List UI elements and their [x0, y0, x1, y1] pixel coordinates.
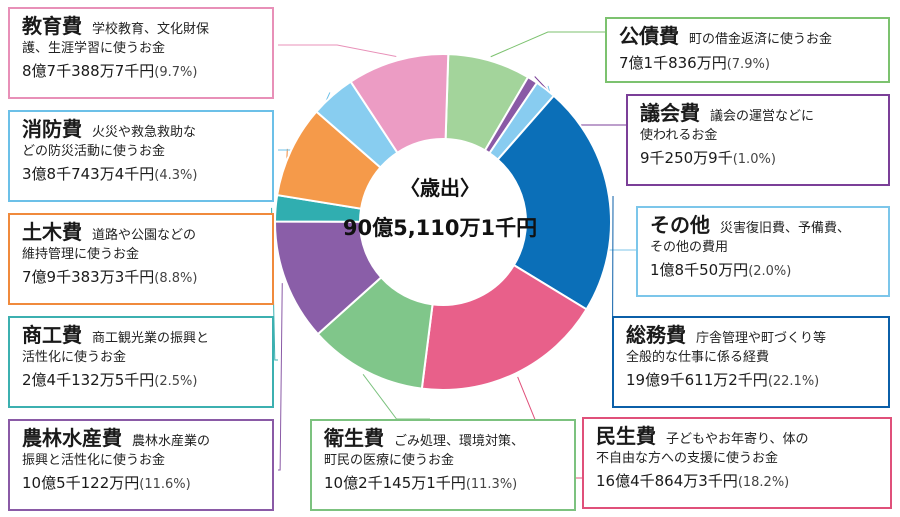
category-description: ごみ処理、環境対策、 — [394, 434, 525, 449]
category-description-cont: 振興と活性化に使うお金 — [22, 453, 166, 468]
category-description: 庁舎管理や町づくり等 — [696, 331, 827, 346]
label-box-7: 商工費 商工観光業の振興と活性化に使うお金 2億4千132万5千円(2.5%) — [8, 316, 274, 408]
category-percent: (18.2%) — [737, 474, 790, 490]
donut-slices — [273, 53, 612, 391]
category-name: 土木費 — [22, 220, 82, 244]
label-box-0: 公債費 町の借金返済に使うお金 7億1千836万円(7.9%) — [605, 17, 890, 83]
category-description-cont: 活性化に使うお金 — [22, 350, 127, 365]
category-amount: 3億8千743万4千円(4.3%) — [22, 164, 198, 183]
label-box-6: 農林水産費 農林水産業の振興と活性化に使うお金 10億5千122万円(11.6%) — [8, 419, 274, 511]
category-name: 総務費 — [626, 323, 686, 347]
category-description-cont: 使われるお金 — [640, 128, 718, 143]
leader-line-0 — [490, 31, 605, 58]
label-box-3: 総務費 庁舎管理や町づくり等全般的な仕事に係る経費 19億9千611万2千円(22.… — [612, 316, 890, 408]
slice-10 — [349, 53, 450, 155]
category-percent: (2.0%) — [748, 263, 792, 279]
category-description: 農林水産業の — [132, 434, 211, 449]
category-description-cont: 護、生涯学習に使うお金 — [22, 41, 166, 56]
category-description: 町の借金返済に使うお金 — [689, 32, 833, 47]
label-box-1: 議会費 議会の運営などに使われるお金 9千250万9千(1.0%) — [626, 94, 890, 186]
category-percent: (7.9%) — [726, 57, 770, 72]
category-name: 農林水産費 — [22, 426, 122, 450]
category-percent: (11.6%) — [139, 476, 191, 492]
label-box-8: 土木費 道路や公園などの維持管理に使うお金 7億9千383万3千円(8.8%) — [8, 213, 274, 305]
category-name: 商工費 — [22, 323, 82, 347]
category-description: 学校教育、文化財保 — [92, 22, 210, 37]
category-name: 消防費 — [22, 117, 82, 141]
category-percent: (8.8%) — [154, 270, 198, 286]
leader-line-6 — [278, 283, 283, 471]
category-amount: 8億7千388万7千円(9.7%) — [22, 61, 198, 80]
category-name: 議会費 — [640, 101, 700, 125]
label-box-4: 民生費 子どもやお年寄り、体の不自由な方への支援に使うお金 16億4千864万3千円… — [582, 417, 892, 509]
category-name: 衛生費 — [324, 426, 384, 450]
category-amount: 2億4千132万5千円(2.5%) — [22, 370, 198, 389]
slice-3 — [496, 94, 612, 311]
category-percent: (22.1%) — [767, 373, 820, 389]
category-amount: 7億9千383万3千円(8.8%) — [22, 267, 198, 286]
category-amount: 10億5千122万円(11.6%) — [22, 473, 191, 492]
category-description-cont: 維持管理に使うお金 — [22, 247, 140, 262]
category-description: 道路や公園などの — [92, 228, 197, 243]
category-name: 民生費 — [596, 424, 656, 448]
category-description-cont: どの防災活動に使うお金 — [22, 144, 166, 159]
label-box-10: 教育費 学校教育、文化財保護、生涯学習に使うお金 8億7千388万7千円(9.7%) — [8, 7, 274, 99]
label-box-5: 衛生費 ごみ処理、環境対策、町民の医療に使うお金 10億2千145万1千円(11.3… — [310, 419, 576, 511]
category-description-cont: その他の費用 — [650, 240, 729, 255]
category-amount: 1億8千50万円(2.0%) — [650, 260, 792, 279]
category-description: 子どもやお年寄り、体の — [666, 432, 809, 447]
leader-line-10 — [278, 44, 397, 57]
category-name: 教育費 — [22, 14, 82, 38]
category-amount: 7億1千836万円(7.9%) — [619, 54, 770, 72]
label-box-2: その他 災害復旧費、予備費、その他の費用 1億8千50万円(2.0%) — [636, 206, 890, 297]
category-percent: (4.3%) — [154, 167, 198, 183]
category-name: その他 — [650, 213, 710, 237]
category-percent: (11.3%) — [465, 476, 518, 492]
category-description-cont: 全般的な仕事に係る経費 — [626, 350, 770, 365]
category-percent: (1.0%) — [732, 151, 776, 167]
category-description: 災害復旧費、予備費、 — [720, 221, 851, 236]
category-percent: (9.7%) — [154, 64, 198, 80]
slice-4 — [420, 263, 588, 391]
category-description-cont: 不自由な方への支援に使うお金 — [596, 451, 779, 466]
center-total: 90億5,110万1千円 — [342, 216, 538, 240]
category-percent: (2.5%) — [154, 373, 198, 389]
center-title: 〈歳出〉 — [400, 176, 480, 200]
label-box-9: 消防費 火災や救急救助などの防災活動に使うお金 3億8千743万4千円(4.3%) — [8, 110, 274, 202]
category-description-cont: 町民の医療に使うお金 — [324, 453, 455, 468]
category-amount: 19億9千611万2千円(22.1%) — [626, 370, 820, 389]
category-description: 議会の運営などに — [710, 109, 815, 124]
category-amount: 16億4千864万3千円(18.2%) — [596, 471, 790, 490]
category-name: 公債費 — [619, 24, 679, 48]
category-description: 商工観光業の振興と — [92, 331, 210, 346]
category-amount: 10億2千145万1千円(11.3%) — [324, 473, 518, 492]
category-description: 火災や救急救助な — [92, 125, 197, 140]
category-amount: 9千250万9千(1.0%) — [640, 148, 776, 167]
